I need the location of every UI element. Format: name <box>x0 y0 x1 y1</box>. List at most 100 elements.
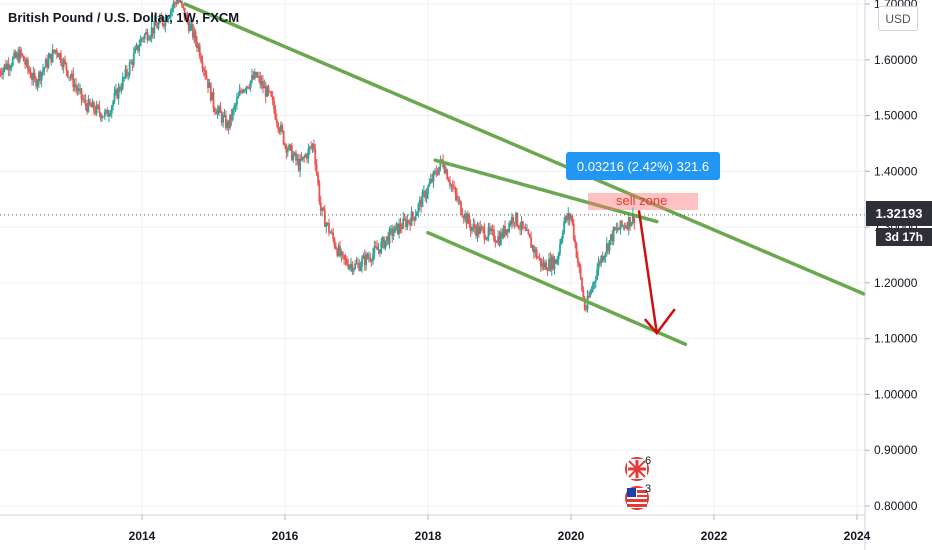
candle-body <box>161 19 164 25</box>
candle-body <box>491 229 494 231</box>
candle-body <box>207 79 209 89</box>
candle-body <box>201 61 204 69</box>
uk-event-count: 6 <box>645 455 652 467</box>
candle-body <box>114 89 117 93</box>
candle-body <box>10 65 13 68</box>
candle-body <box>363 255 366 266</box>
candle-body <box>224 115 227 129</box>
candle-body <box>186 14 189 21</box>
y-tick-label: 1.20000 <box>874 276 918 290</box>
candle-body <box>154 20 157 26</box>
candle-body <box>131 61 134 65</box>
candle-body <box>64 59 66 63</box>
candle-body <box>266 86 269 97</box>
candle-body <box>3 64 6 69</box>
candle-body <box>156 25 159 29</box>
candle-body <box>341 251 344 255</box>
candle-body <box>579 266 582 278</box>
candle-body <box>31 77 33 80</box>
candle-body <box>255 72 258 77</box>
candle-body <box>409 221 412 226</box>
candle-body <box>130 61 132 64</box>
candle-body <box>622 225 625 227</box>
candle-body <box>187 20 190 31</box>
candle-body <box>557 253 560 260</box>
candle-body <box>125 69 128 75</box>
candle-body <box>538 257 541 259</box>
candle-body <box>68 76 71 78</box>
candle-body <box>289 144 292 146</box>
candle-body <box>543 262 546 268</box>
chart-title: British Pound / U.S. Dollar, 1W, FXCM <box>8 10 240 25</box>
candle-body <box>589 292 592 297</box>
candle-body <box>358 263 361 271</box>
candle-body <box>527 230 530 235</box>
candle-body <box>362 255 365 259</box>
candle-body <box>531 245 534 249</box>
candle-body <box>259 76 262 85</box>
candle-body <box>222 115 225 123</box>
candle-body <box>35 78 38 87</box>
candle-body <box>510 217 513 225</box>
candle-body <box>414 215 417 221</box>
candle-body <box>9 67 11 70</box>
x-tick-label: 2014 <box>129 529 156 543</box>
candle-body <box>150 27 153 37</box>
candle-body <box>143 34 146 40</box>
countdown-label: 3d 17h <box>876 228 932 246</box>
sell-zone-label: sell zone <box>616 193 668 208</box>
candle-body <box>462 216 465 219</box>
candle-body <box>20 49 22 54</box>
candle-body <box>385 236 388 241</box>
currency-button[interactable]: USD <box>878 6 918 31</box>
candle-body <box>39 72 42 81</box>
candle-body <box>318 182 321 203</box>
candle-body <box>172 2 175 8</box>
candle-body <box>530 237 533 249</box>
candle-body <box>424 191 427 199</box>
candle-body <box>537 257 539 259</box>
x-tick-label: 2016 <box>272 529 299 543</box>
candle-body <box>296 159 299 161</box>
candle-body <box>319 202 322 211</box>
candle-body <box>350 263 352 266</box>
candle-body <box>550 256 553 270</box>
candle-body <box>311 144 314 148</box>
candle-body <box>51 49 54 63</box>
x-tick-label: 2020 <box>558 529 585 543</box>
us-event-count: 3 <box>645 483 652 495</box>
candle-body <box>607 243 610 251</box>
candle-body <box>453 187 456 189</box>
candle-body <box>25 59 28 65</box>
candle-body <box>451 184 454 188</box>
candle-body <box>431 178 434 182</box>
candle-body <box>233 106 236 110</box>
candle-body <box>516 212 519 226</box>
candle-body <box>314 148 317 165</box>
candle-body <box>54 50 57 53</box>
candle-body <box>488 227 491 232</box>
candle-body <box>625 225 627 228</box>
candle-body <box>433 170 436 172</box>
candle-body <box>321 207 324 211</box>
uk-flag-icon[interactable] <box>625 457 649 481</box>
candle-body <box>6 63 9 70</box>
candle-body <box>33 72 36 79</box>
candle-body <box>620 220 623 226</box>
candle-body <box>149 36 152 40</box>
us-flag-icon[interactable] <box>625 486 649 510</box>
candle-body <box>248 87 251 89</box>
candle-body <box>297 159 300 171</box>
candle-body <box>48 53 51 59</box>
candle-body <box>605 243 608 254</box>
sell-zone-box[interactable]: sell zone <box>588 193 698 210</box>
candle-body <box>541 263 544 267</box>
candle-body <box>135 44 138 49</box>
candle-body <box>326 222 329 224</box>
candle-body <box>268 91 271 93</box>
candle-body <box>103 111 106 117</box>
candle-body <box>80 88 83 99</box>
candle-body <box>112 101 115 107</box>
candle-body <box>501 232 504 238</box>
